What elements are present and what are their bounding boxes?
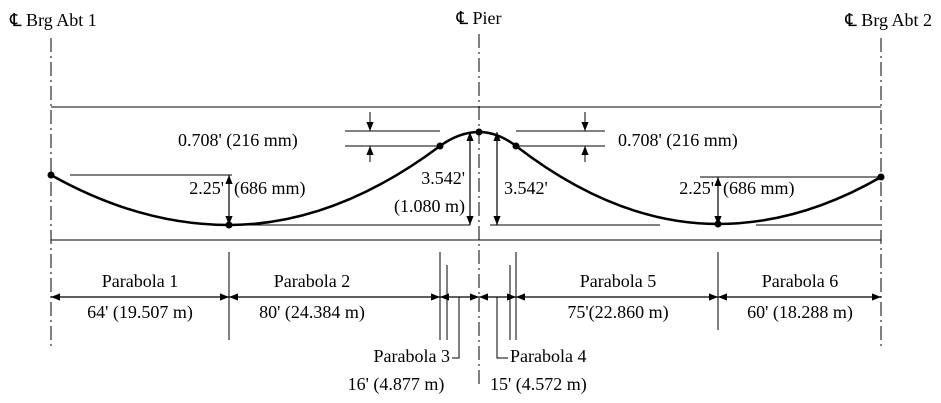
pier-rise-left-metric: (1.080 m)	[394, 196, 465, 217]
parabola-length: 15' (4.572 m)	[490, 374, 587, 395]
abutment-1-label: ℄ Brg Abt 1	[9, 10, 97, 30]
leaders	[452, 297, 508, 359]
reference-lines	[70, 130, 881, 226]
beam-outline	[51, 106, 881, 241]
parabola-name: Parabola 4	[510, 346, 586, 366]
parabola-name: Parabola 2	[274, 271, 350, 291]
span-ticks	[228, 252, 719, 340]
parabola-length: 75'(22.860 m)	[567, 302, 668, 323]
parabola-name: Parabola 5	[580, 271, 656, 291]
pier-rise-right: 3.542'	[504, 178, 548, 198]
parabola-name: Parabola 6	[762, 271, 838, 291]
parabola-length: 80' (24.384 m)	[259, 302, 365, 323]
parabola-length: 60' (18.288 m)	[747, 302, 853, 323]
right-offset: 0.708' (216 mm)	[618, 130, 738, 151]
right-sag: 2.25'	[679, 178, 714, 198]
right-sag-metric: (686 mm)	[723, 178, 795, 199]
parabola-length: 64' (19.507 m)	[87, 302, 193, 323]
abutment-2-label: ℄ Brg Abt 2	[844, 10, 932, 30]
centerlines	[50, 34, 882, 385]
pier-label: ℄ Pier	[455, 8, 501, 28]
parabola-name: Parabola 3	[374, 346, 450, 366]
offset-arrows	[225, 112, 722, 225]
parabola-name: Parabola 1	[102, 271, 178, 291]
parabola-length: 16' (4.877 m)	[348, 374, 445, 395]
left-sag-metric: (686 mm)	[234, 178, 306, 199]
left-sag: 2.25'	[189, 178, 224, 198]
pier-rise-left: 3.542'	[421, 168, 465, 188]
left-offset: 0.708' (216 mm)	[178, 130, 298, 151]
